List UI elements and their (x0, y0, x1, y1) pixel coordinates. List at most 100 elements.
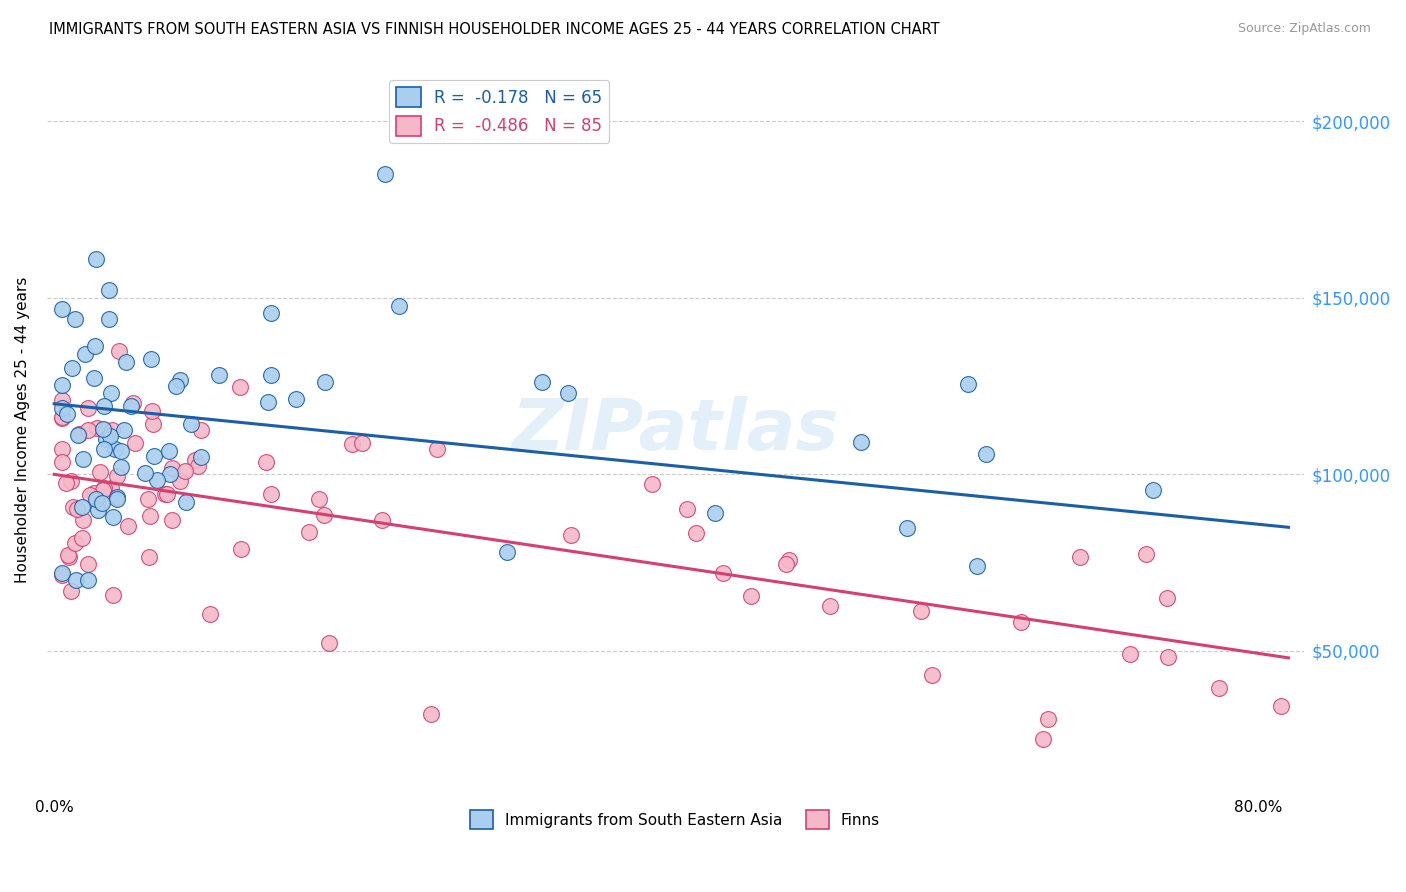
Point (257, 395, 280, 409)
Point (112, 423, 135, 437)
Point (51, 377, 73, 392)
Point (91, 422, 114, 436)
Point (159, 467, 181, 481)
Point (312, 508, 335, 522)
Point (198, 607, 221, 622)
Point (1135, 547, 1157, 561)
Point (190, 423, 212, 437)
Point (51, 568, 73, 582)
Point (84, 492, 107, 507)
Point (110, 460, 132, 475)
Point (207, 368, 229, 383)
Point (134, 466, 156, 480)
Point (105, 491, 128, 505)
Point (91, 496, 114, 510)
Point (66, 501, 89, 516)
Point (83, 486, 105, 500)
Point (419, 707, 441, 722)
Point (138, 550, 160, 565)
Point (51, 302, 73, 317)
Point (98, 429, 121, 443)
Point (124, 435, 146, 450)
Point (84, 252, 107, 266)
Point (1010, 615, 1032, 629)
Point (318, 636, 340, 650)
Point (231, 542, 253, 557)
Point (136, 492, 159, 507)
Point (65, 536, 87, 550)
Point (921, 667, 943, 681)
Point (121, 395, 143, 409)
Point (1156, 591, 1178, 606)
Point (974, 447, 997, 461)
Point (160, 513, 183, 527)
Point (58, 549, 80, 564)
Point (495, 545, 517, 559)
Point (77, 423, 100, 437)
Point (101, 423, 124, 437)
Point (1142, 483, 1164, 497)
Point (1032, 732, 1054, 747)
Point (93, 442, 115, 456)
Point (308, 492, 330, 507)
Point (104, 442, 127, 456)
Point (157, 443, 180, 458)
Point (62, 500, 84, 514)
Point (91, 483, 114, 497)
Point (1270, 698, 1292, 713)
Point (96, 433, 118, 447)
Point (388, 299, 411, 313)
Point (110, 444, 132, 458)
Point (51, 455, 73, 469)
Point (676, 502, 699, 516)
Point (775, 557, 797, 571)
Point (184, 453, 207, 467)
Point (100, 481, 122, 495)
Point (685, 525, 707, 540)
Point (93, 481, 115, 495)
Point (818, 599, 841, 614)
Point (143, 449, 166, 463)
Point (229, 380, 252, 394)
Point (89, 466, 111, 480)
Point (83, 371, 105, 385)
Text: ZIPatlas: ZIPatlas (512, 396, 839, 465)
Point (73, 347, 96, 361)
Point (260, 368, 283, 383)
Point (557, 386, 579, 401)
Point (778, 553, 800, 567)
Point (72, 500, 94, 514)
Point (97, 283, 120, 297)
Point (910, 604, 932, 618)
Point (60, 361, 83, 376)
Point (711, 566, 734, 580)
Point (66, 428, 89, 442)
Point (115, 354, 138, 368)
Point (426, 442, 449, 456)
Point (72, 513, 94, 527)
Point (117, 519, 139, 533)
Point (65, 573, 87, 587)
Legend: Immigrants from South Eastern Asia, Finns: Immigrants from South Eastern Asia, Finn… (464, 804, 886, 835)
Point (51, 392, 73, 407)
Point (108, 343, 131, 358)
Point (51, 401, 73, 415)
Point (101, 510, 124, 524)
Point (70, 531, 93, 545)
Point (56, 407, 79, 421)
Point (105, 469, 128, 483)
Point (560, 527, 582, 541)
Point (352, 436, 374, 450)
Point (374, 168, 396, 182)
Point (100, 386, 122, 401)
Point (849, 434, 872, 449)
Point (59, 583, 82, 598)
Point (190, 450, 212, 465)
Point (90, 496, 112, 510)
Point (160, 460, 183, 475)
Point (63, 312, 86, 326)
Point (1036, 712, 1059, 726)
Point (79, 488, 101, 502)
Point (260, 486, 283, 500)
Point (254, 455, 277, 469)
